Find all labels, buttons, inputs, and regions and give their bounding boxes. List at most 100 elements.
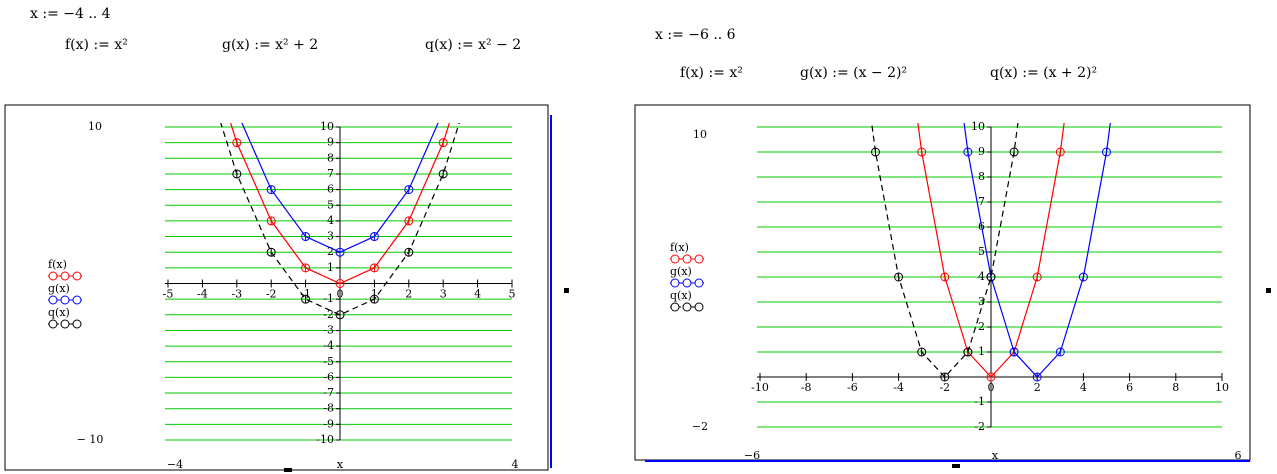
legend-marker: [670, 254, 680, 264]
point: [369, 294, 379, 304]
y-tick-label: -4: [323, 339, 334, 352]
legend-marker: [682, 278, 692, 288]
x-tick-label: 4: [474, 288, 481, 301]
y-tick-label: -6: [323, 370, 334, 383]
legend-marker: [670, 278, 680, 288]
point: [335, 247, 345, 257]
x-tick-label: -8: [801, 381, 812, 394]
y-tick-label: -1: [323, 292, 334, 305]
point: [301, 232, 311, 242]
x-tick-label: 2: [405, 288, 412, 301]
marker: [198, 0, 206, 6]
handle[interactable]: [952, 464, 960, 468]
marker: [474, 29, 482, 37]
legend-label: f(x): [48, 258, 67, 271]
y-tick-label: 4: [978, 270, 985, 283]
x-tick-label: 4: [1080, 381, 1087, 394]
point: [335, 310, 345, 320]
y-tick-label: -5: [323, 355, 334, 368]
legend-marker: [48, 295, 58, 305]
x-axis-label: x: [992, 449, 999, 462]
point: [266, 185, 276, 195]
handle[interactable]: [564, 288, 569, 293]
plot-area: [198, 0, 482, 320]
point: [266, 216, 276, 226]
marker: [439, 107, 447, 115]
point: [1032, 272, 1042, 282]
x-tick-label: -10: [751, 381, 769, 394]
point: [917, 147, 927, 157]
marker: [233, 107, 241, 115]
x-tick-label: 6: [1126, 381, 1133, 394]
x-tick-label: -5: [163, 288, 174, 301]
point: [940, 272, 950, 282]
y-tick-label: 4: [327, 214, 334, 227]
frame-label: 10: [693, 128, 707, 141]
legend-label: g(x): [48, 282, 70, 295]
point: [438, 138, 448, 148]
x-tick-label: -6: [847, 381, 858, 394]
legend-marker: [60, 271, 70, 281]
plot-frame: [4, 104, 549, 471]
legend-marker: [60, 295, 70, 305]
legend-marker: [694, 254, 704, 264]
point: [474, 60, 482, 68]
frame-label: −6: [744, 449, 760, 462]
y-tick-label: 2: [327, 245, 334, 258]
range-def: x := −4 .. 4: [30, 6, 111, 22]
point: [474, 29, 482, 37]
point: [233, 107, 241, 115]
y-tick-label: 1: [327, 261, 334, 274]
x-tick-label: -4: [893, 381, 904, 394]
point: [404, 216, 414, 226]
series-line: [220, 123, 460, 316]
y-tick-label: 10: [971, 120, 985, 133]
y-tick-label: 7: [327, 167, 334, 180]
y-tick-label: -3: [323, 323, 334, 336]
legend-marker: [72, 295, 82, 305]
point: [438, 169, 448, 179]
point: [232, 169, 242, 179]
y-tick-label: -2: [974, 420, 985, 433]
legend-marker: [48, 319, 58, 329]
frame-label: 4: [512, 458, 519, 471]
legend-label: g(x): [670, 265, 692, 278]
handle[interactable]: [284, 468, 292, 472]
y-tick-label: 9: [327, 136, 334, 149]
point: [963, 147, 973, 157]
marker: [474, 0, 482, 6]
formulas: x := −4 .. 4 f(x) := x² g(x) := x² + 2 q…: [30, 6, 1097, 81]
frame-label: −4: [167, 458, 183, 471]
legend-marker: [682, 254, 692, 264]
y-tick-label: 1: [978, 345, 985, 358]
plot-frame: [634, 104, 1251, 461]
range-def: x := −6 .. 6: [655, 27, 736, 43]
plot-area: [871, 123, 1111, 382]
x-tick-label: 1: [371, 288, 378, 301]
point: [232, 138, 242, 148]
y-tick-label: -9: [323, 417, 334, 430]
point: [198, 60, 206, 68]
point: [1032, 372, 1042, 382]
q-def: q(x) := x² − 2: [425, 37, 521, 53]
frame-label: 10: [88, 120, 102, 133]
point: [198, 0, 206, 6]
point: [404, 247, 414, 257]
handle[interactable]: [1266, 288, 1271, 293]
x-tick-label: -4: [197, 288, 208, 301]
legend-label: q(x): [670, 289, 692, 302]
point: [1102, 147, 1111, 157]
x-axis-label: x: [337, 458, 344, 471]
y-tick-label: 2: [978, 320, 985, 333]
y-tick-label: 8: [978, 170, 985, 183]
x-tick-label: -2: [266, 288, 277, 301]
point: [474, 0, 482, 6]
point: [871, 147, 880, 157]
x-tick-label: 10: [1215, 381, 1229, 394]
point: [198, 29, 206, 37]
point: [1055, 147, 1065, 157]
legend-marker: [72, 319, 82, 329]
y-tick-label: -8: [323, 402, 334, 415]
x-tick-label: 2: [1034, 381, 1041, 394]
